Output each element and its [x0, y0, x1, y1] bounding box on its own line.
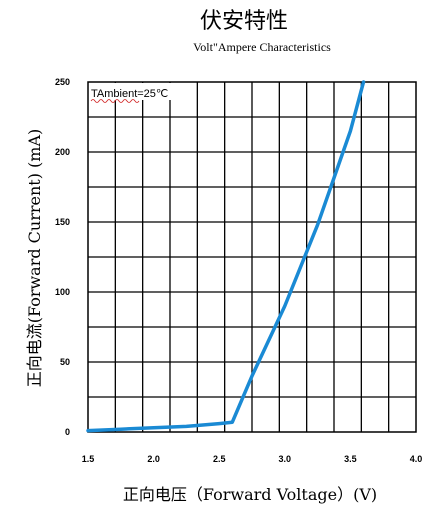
x-tick-label: 3.0: [279, 454, 292, 464]
ambient-annotation: TAmbient=25℃: [91, 88, 168, 100]
x-tick-label: 4.0: [410, 454, 423, 464]
y-tick-label: 250: [55, 77, 70, 87]
y-axis-label: 正向电流(Forward Current) (mA): [25, 129, 44, 388]
x-axis-label: 正向电压（Forward Voltage）(V): [123, 485, 377, 504]
grid-lines: [88, 82, 416, 432]
y-tick-label: 100: [55, 287, 70, 297]
series-group: [86, 80, 366, 433]
x-tick-label: 3.5: [344, 454, 357, 464]
series-line: [86, 80, 366, 433]
annotation-underline: [90, 99, 140, 103]
chart-title: 伏安特性: [200, 9, 288, 34]
x-tick-label: 2.0: [147, 454, 160, 464]
x-axis-ticks: 1.5 2.0 2.5 3.0 3.5 4.0: [82, 454, 423, 464]
chart-subtitle: Volt"Ampere Characteristics: [193, 40, 331, 54]
annotation-box: [89, 83, 189, 100]
y-axis-ticks: 0 50 100 150 200 250: [55, 77, 70, 437]
y-tick-label: 200: [55, 147, 70, 157]
y-tick-label: 150: [55, 217, 70, 227]
y-tick-label: 0: [65, 427, 70, 437]
plot-frame: [87, 81, 417, 433]
y-tick-label: 50: [60, 357, 70, 367]
x-tick-label: 1.5: [82, 454, 95, 464]
x-tick-label: 2.5: [213, 454, 226, 464]
